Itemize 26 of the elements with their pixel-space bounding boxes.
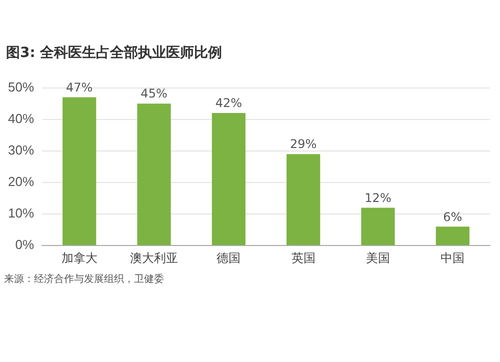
bar [436, 226, 470, 246]
bar [361, 208, 395, 246]
bar [62, 97, 96, 246]
chart-title: 图3: 全科医生占全部执业医师比例 [6, 44, 222, 62]
x-tick-label: 美国 [366, 251, 390, 266]
data-label: 42% [215, 96, 242, 110]
x-tick-label: 澳大利亚 [130, 251, 178, 266]
y-tick-label: 50% [8, 79, 34, 94]
y-tick-label: 20% [8, 174, 34, 190]
bar [137, 104, 171, 246]
bar [286, 154, 320, 246]
data-label: 12% [364, 190, 392, 205]
x-tick-label: 中国 [440, 251, 465, 266]
y-tick-label: 0% [15, 237, 34, 252]
data-label: 47% [66, 80, 93, 94]
x-tick-label: 加拿大 [61, 251, 98, 266]
data-label: 29% [290, 137, 317, 152]
y-tick-label: 40% [8, 110, 34, 126]
y-tick-label: 30% [8, 142, 34, 158]
x-tick-label: 德国 [216, 251, 241, 266]
x-tick-label: 英国 [291, 251, 316, 266]
data-label: 6% [443, 210, 462, 224]
bar [212, 113, 246, 246]
y-tick-label: 10% [8, 206, 34, 221]
data-label: 45% [140, 86, 168, 101]
source-note: 来源：经济合作与发展组织，卫健委 [4, 272, 164, 286]
